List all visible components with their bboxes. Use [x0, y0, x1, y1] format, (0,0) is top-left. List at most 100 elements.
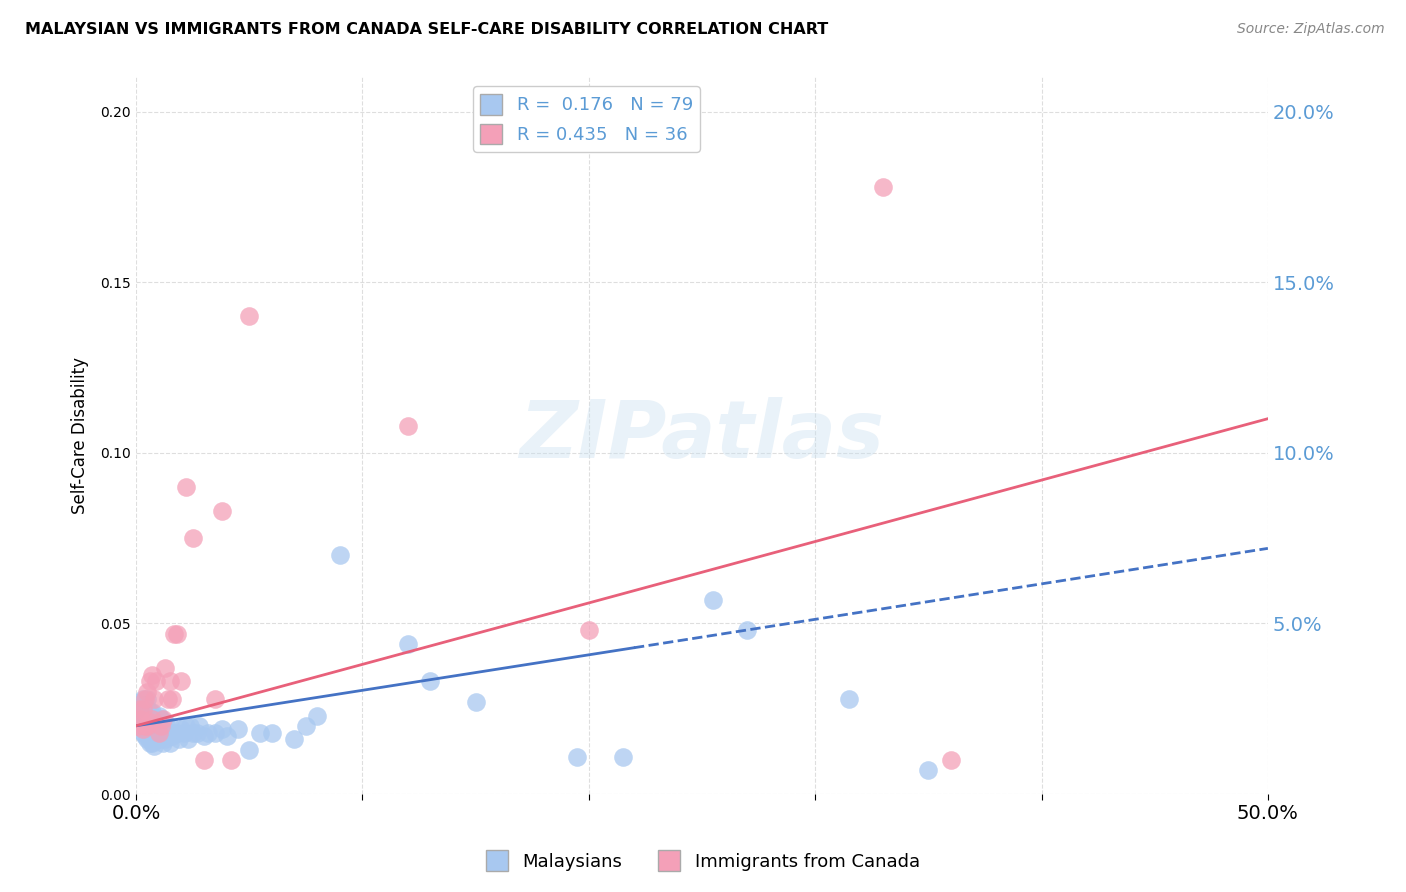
Point — [612, 749, 634, 764]
Point — [226, 723, 249, 737]
Point — [145, 674, 167, 689]
Point — [143, 712, 166, 726]
Point — [567, 749, 589, 764]
Point — [132, 691, 155, 706]
Point — [129, 712, 152, 726]
Point — [838, 691, 860, 706]
Point — [167, 732, 190, 747]
Point — [159, 674, 181, 689]
Point — [141, 715, 163, 730]
Text: ZIPatlas: ZIPatlas — [519, 397, 884, 475]
Point — [136, 732, 159, 747]
Point — [160, 691, 183, 706]
Point — [141, 736, 163, 750]
Point — [149, 712, 172, 726]
Text: Source: ZipAtlas.com: Source: ZipAtlas.com — [1237, 22, 1385, 37]
Point — [127, 698, 149, 713]
Point — [249, 725, 271, 739]
Point — [138, 725, 160, 739]
Point — [155, 661, 177, 675]
Point — [219, 753, 242, 767]
Point — [702, 592, 724, 607]
Text: MALAYSIAN VS IMMIGRANTS FROM CANADA SELF-CARE DISABILITY CORRELATION CHART: MALAYSIAN VS IMMIGRANTS FROM CANADA SELF… — [25, 22, 828, 37]
Point — [136, 712, 159, 726]
Point — [872, 179, 894, 194]
Point — [294, 719, 316, 733]
Point — [578, 624, 600, 638]
Point — [174, 719, 197, 733]
Point — [149, 725, 172, 739]
Point — [173, 725, 195, 739]
Point — [132, 698, 155, 713]
Point — [148, 725, 170, 739]
Point — [260, 725, 283, 739]
Point — [143, 729, 166, 743]
Point — [211, 504, 233, 518]
Point — [211, 723, 233, 737]
Point — [329, 548, 352, 562]
Point — [136, 702, 159, 716]
Point — [419, 674, 441, 689]
Point — [134, 698, 156, 713]
Point — [145, 715, 167, 730]
Point — [188, 719, 211, 733]
Point — [152, 712, 174, 726]
Point — [464, 695, 486, 709]
Point — [174, 480, 197, 494]
Point — [156, 691, 179, 706]
Point — [134, 719, 156, 733]
Point — [136, 719, 159, 733]
Point — [160, 729, 183, 743]
Point — [204, 725, 226, 739]
Point — [138, 736, 160, 750]
Point — [132, 708, 155, 723]
Point — [193, 729, 215, 743]
Point — [396, 418, 419, 433]
Point — [159, 736, 181, 750]
Point — [132, 715, 155, 730]
Point — [134, 729, 156, 743]
Point — [155, 715, 177, 730]
Point — [204, 691, 226, 706]
Point — [155, 732, 177, 747]
Point — [129, 702, 152, 716]
Legend: Malaysians, Immigrants from Canada: Malaysians, Immigrants from Canada — [479, 843, 927, 879]
Point — [166, 626, 188, 640]
Point — [143, 739, 166, 754]
Point — [138, 715, 160, 730]
Point — [127, 712, 149, 726]
Point — [939, 753, 962, 767]
Point — [238, 742, 260, 756]
Point — [170, 723, 193, 737]
Point — [141, 725, 163, 739]
Point — [148, 732, 170, 747]
Point — [166, 725, 188, 739]
Point — [134, 719, 156, 733]
Point — [148, 723, 170, 737]
Point — [181, 531, 204, 545]
Point — [129, 719, 152, 733]
Point — [138, 715, 160, 730]
Point — [177, 732, 200, 747]
Point — [149, 719, 172, 733]
Point — [136, 684, 159, 698]
Point — [163, 725, 186, 739]
Point — [138, 705, 160, 719]
Point — [197, 725, 219, 739]
Point — [141, 705, 163, 719]
Point — [141, 667, 163, 681]
Point — [186, 725, 208, 739]
Point — [238, 310, 260, 324]
Point — [129, 695, 152, 709]
Point — [159, 719, 181, 733]
Point — [132, 702, 155, 716]
Point — [152, 736, 174, 750]
Point — [129, 712, 152, 726]
Point — [132, 723, 155, 737]
Point — [179, 719, 201, 733]
Point — [129, 702, 152, 716]
Point — [152, 719, 174, 733]
Point — [127, 719, 149, 733]
Point — [163, 626, 186, 640]
Point — [181, 725, 204, 739]
